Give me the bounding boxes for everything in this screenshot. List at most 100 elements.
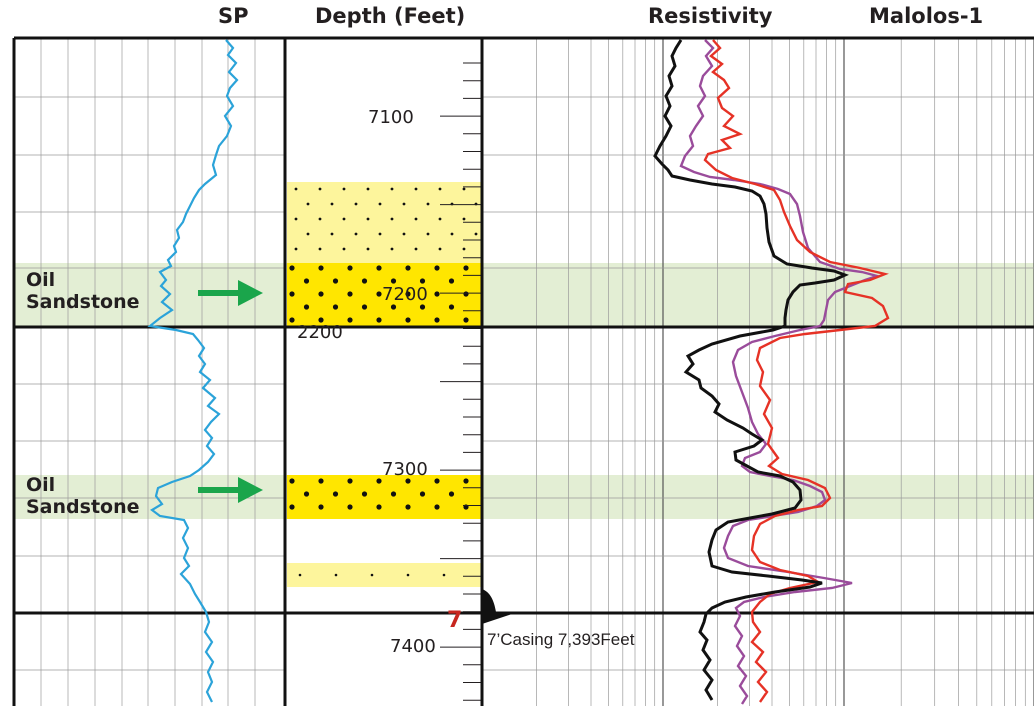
sand-dot — [390, 278, 397, 284]
sand-dot — [376, 291, 382, 297]
depth-label-7200: 7200 — [382, 284, 428, 305]
sand-dot — [318, 291, 324, 297]
sand-dot — [318, 217, 322, 221]
sand-dot — [303, 491, 310, 497]
depth-label-7100: 7100 — [368, 107, 414, 128]
sand-dot — [306, 232, 310, 236]
sand-layer-light-2 — [287, 563, 482, 587]
sand-dot — [462, 247, 466, 251]
sand-dot — [332, 491, 339, 497]
sand-dot — [303, 278, 310, 284]
sand-dot — [378, 202, 382, 206]
zone-label-1-line2: Sandstone — [26, 291, 140, 313]
resistivity-header: Resistivity — [648, 4, 773, 28]
resistivity-curve-black — [653, 39, 849, 701]
sand-dot — [462, 187, 466, 191]
sand-dot — [448, 304, 455, 310]
sand-dot — [462, 217, 466, 221]
sand-dot — [442, 573, 446, 577]
sand-dot — [463, 478, 469, 484]
sand-dot — [347, 317, 353, 323]
sand-dot — [376, 265, 382, 271]
track-borders — [12, 36, 1034, 706]
sand-dot — [463, 317, 469, 323]
sand-dot — [289, 504, 295, 510]
sand-dot — [406, 573, 410, 577]
sand-dot — [390, 304, 397, 310]
sand-dot — [434, 478, 440, 484]
sand-dot — [426, 232, 430, 236]
sp-curve — [147, 39, 239, 703]
sand-dot — [426, 202, 430, 206]
sand-dot — [438, 247, 442, 251]
arrow-icon-zone-2 — [198, 477, 263, 503]
sand-dot — [414, 187, 418, 191]
sand-dot — [289, 317, 295, 323]
sand-dot — [448, 491, 455, 497]
sand-dot — [289, 291, 295, 297]
arrow-icon-zone-1 — [198, 280, 263, 306]
sand-dot — [402, 232, 406, 236]
sand-dot — [361, 491, 368, 497]
sand-dot — [303, 304, 310, 310]
sand-dot — [438, 217, 442, 221]
sand-dot — [419, 491, 426, 497]
sand-dot — [347, 478, 353, 484]
resistivity-curve-purple — [679, 39, 882, 705]
well-name-header: Malolos-1 — [869, 4, 984, 28]
sand-dot — [334, 573, 338, 577]
sand-dots — [289, 187, 478, 577]
sand-dot — [366, 187, 370, 191]
sand-dot — [390, 187, 394, 191]
sand-dot — [378, 232, 382, 236]
sand-dot — [294, 217, 298, 221]
depth-ticks — [440, 62, 482, 701]
sand-dot — [450, 232, 454, 236]
depth-label-7400: 7400 — [390, 636, 436, 657]
sand-dot — [330, 232, 334, 236]
sand-dot — [332, 304, 339, 310]
sand-dot — [330, 202, 334, 206]
sand-dot — [361, 278, 368, 284]
sand-dot — [366, 247, 370, 251]
sand-dot — [376, 504, 382, 510]
sand-dot — [376, 317, 382, 323]
sand-dot — [463, 291, 469, 297]
sand-dot — [434, 265, 440, 271]
zone-label-1-line1: Oil — [26, 269, 56, 291]
sand-dot — [414, 217, 418, 221]
sand-dot — [405, 504, 411, 510]
zone-label-2-line1: Oil — [26, 474, 56, 496]
resistivity-curve-red — [703, 39, 890, 703]
sand-dot — [318, 504, 324, 510]
sand-dot — [419, 278, 426, 284]
casing-size-marker: 7 — [447, 608, 463, 633]
sp-header: SP — [218, 4, 249, 28]
oil-zone-band-2 — [14, 475, 1034, 519]
sand-dot — [289, 265, 295, 271]
sand-dot — [294, 247, 298, 251]
sand-dot — [438, 187, 442, 191]
depth-label-7300: 7300 — [382, 459, 428, 480]
sand-dot — [318, 247, 322, 251]
zone-label-2-line2: Sandstone — [26, 496, 140, 518]
depth-label-2200: 2200 — [297, 322, 343, 343]
sand-dot — [434, 317, 440, 323]
sand-dot — [318, 265, 324, 271]
sand-dot — [306, 202, 310, 206]
resistivity-grid — [482, 38, 1034, 706]
sand-dot — [342, 247, 346, 251]
sand-dot — [318, 478, 324, 484]
sand-dot — [390, 217, 394, 221]
sand-dot — [448, 278, 455, 284]
sand-dot — [370, 573, 374, 577]
sand-dot — [354, 202, 358, 206]
sand-dot — [390, 247, 394, 251]
sand-dot — [376, 478, 382, 484]
depth-header: Depth (Feet) — [315, 4, 466, 28]
sand-dot — [298, 573, 302, 577]
sand-dot — [347, 265, 353, 271]
sand-layer-light-1 — [287, 182, 482, 263]
sand-dot — [414, 247, 418, 251]
